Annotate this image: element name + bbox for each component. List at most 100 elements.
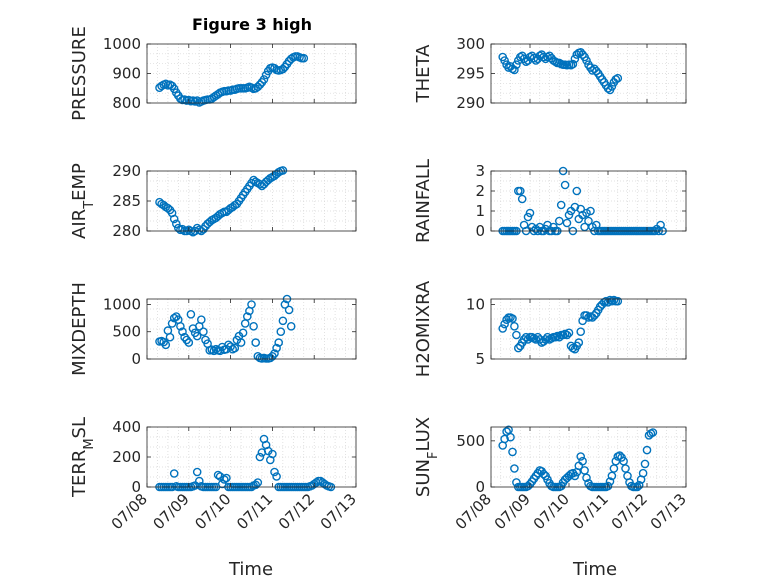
axes-frame [490, 170, 687, 232]
data-point [510, 65, 519, 75]
y-tick-label: 400 [112, 418, 141, 436]
data-point [582, 56, 591, 65]
y-tick-label: 280 [112, 222, 141, 240]
x-tick-label: 07/08 [452, 490, 495, 533]
data-point [213, 470, 223, 480]
xlabel-right: Time [572, 559, 617, 580]
y-tick-label: 1 [475, 202, 485, 220]
data-point [268, 449, 277, 459]
data-point [634, 480, 644, 490]
data-point [578, 50, 587, 59]
data-point [525, 208, 535, 218]
data-point [165, 332, 175, 342]
grid [491, 171, 686, 231]
data-point [209, 346, 219, 356]
data-point [286, 321, 296, 331]
data-point [299, 53, 309, 63]
data-point [539, 469, 548, 479]
y-tick-label: 0 [131, 350, 141, 368]
data-point [272, 343, 281, 353]
data-point [615, 451, 625, 460]
data-point [284, 305, 294, 315]
data-point [556, 200, 566, 210]
data-point [640, 459, 650, 469]
grid [147, 427, 356, 487]
data-point [192, 331, 202, 341]
data-point [272, 472, 281, 481]
grid [147, 44, 356, 103]
series-points [498, 295, 623, 354]
x-tick-label: 07/12 [608, 490, 651, 533]
subplot-3: 280 285 290 AIRTEMP [69, 162, 357, 240]
y-tick-label: 295 [456, 65, 485, 83]
x-tick-label: 07/12 [275, 490, 318, 533]
data-point [500, 56, 509, 65]
data-point [178, 327, 187, 337]
y-tick-label: 2 [475, 182, 485, 200]
data-point [576, 327, 586, 337]
data-point [276, 327, 286, 337]
data-point [196, 315, 206, 325]
data-point [605, 477, 615, 486]
y-tick-label: 800 [112, 94, 141, 112]
y-tick-label: 10 [466, 295, 485, 313]
data-point [514, 343, 523, 353]
y-tick-label: 900 [112, 65, 141, 83]
y-tick-label: 290 [456, 94, 485, 112]
data-point [613, 296, 623, 306]
data-point [584, 216, 593, 226]
data-point [270, 467, 279, 477]
y-tick-label: 300 [456, 35, 485, 53]
data-point [582, 208, 591, 218]
data-point [238, 328, 248, 338]
data-point [278, 316, 288, 326]
data-point [184, 338, 194, 347]
data-point [255, 80, 265, 89]
data-point [508, 447, 517, 457]
data-point [564, 328, 574, 338]
data-point [249, 321, 258, 331]
series-points [498, 48, 623, 95]
data-point [586, 206, 595, 216]
y-axis-label: H2OMIXRA [413, 280, 434, 377]
data-point [270, 349, 279, 358]
data-point [199, 327, 208, 337]
data-point [192, 96, 202, 105]
data-point [642, 445, 652, 455]
x-tick-label: 07/10 [191, 490, 234, 533]
y-tick-label: 5 [475, 350, 485, 368]
data-point [498, 324, 508, 333]
series-points [155, 166, 288, 237]
subplot-6: 5 10 H2OMIXRA [413, 280, 687, 377]
series-points [155, 294, 296, 363]
data-point [568, 59, 578, 69]
data-point [590, 311, 599, 320]
subplot-2: 290 295 300 THETA [413, 35, 687, 112]
data-point [564, 210, 574, 220]
y-axis-label: TERRMSL [69, 417, 97, 498]
data-point [521, 332, 531, 342]
data-point [560, 180, 570, 190]
y-tick-label: 285 [112, 192, 141, 210]
grid [491, 427, 686, 487]
y-axis-label: AIRTEMP [69, 163, 97, 239]
axes-frame [146, 298, 357, 360]
y-tick-label: 3 [475, 162, 485, 180]
x-tick-label: 07/13 [647, 490, 690, 533]
data-point [169, 469, 179, 478]
y-axis-label: THETA [413, 44, 434, 104]
data-point [648, 428, 658, 437]
y-tick-label: 500 [112, 323, 141, 341]
data-point [230, 343, 240, 353]
data-point [278, 64, 288, 74]
x-tick-label: 07/11 [233, 490, 276, 533]
data-point [512, 60, 521, 69]
data-point [506, 432, 515, 442]
y-axis-label: RAINFALL [413, 159, 434, 243]
data-point [516, 186, 525, 196]
data-point [236, 338, 246, 347]
axes-frame [490, 298, 687, 360]
subplot-5: 0 500 1000 MIXDEPTH [69, 282, 357, 376]
data-point [502, 427, 511, 436]
